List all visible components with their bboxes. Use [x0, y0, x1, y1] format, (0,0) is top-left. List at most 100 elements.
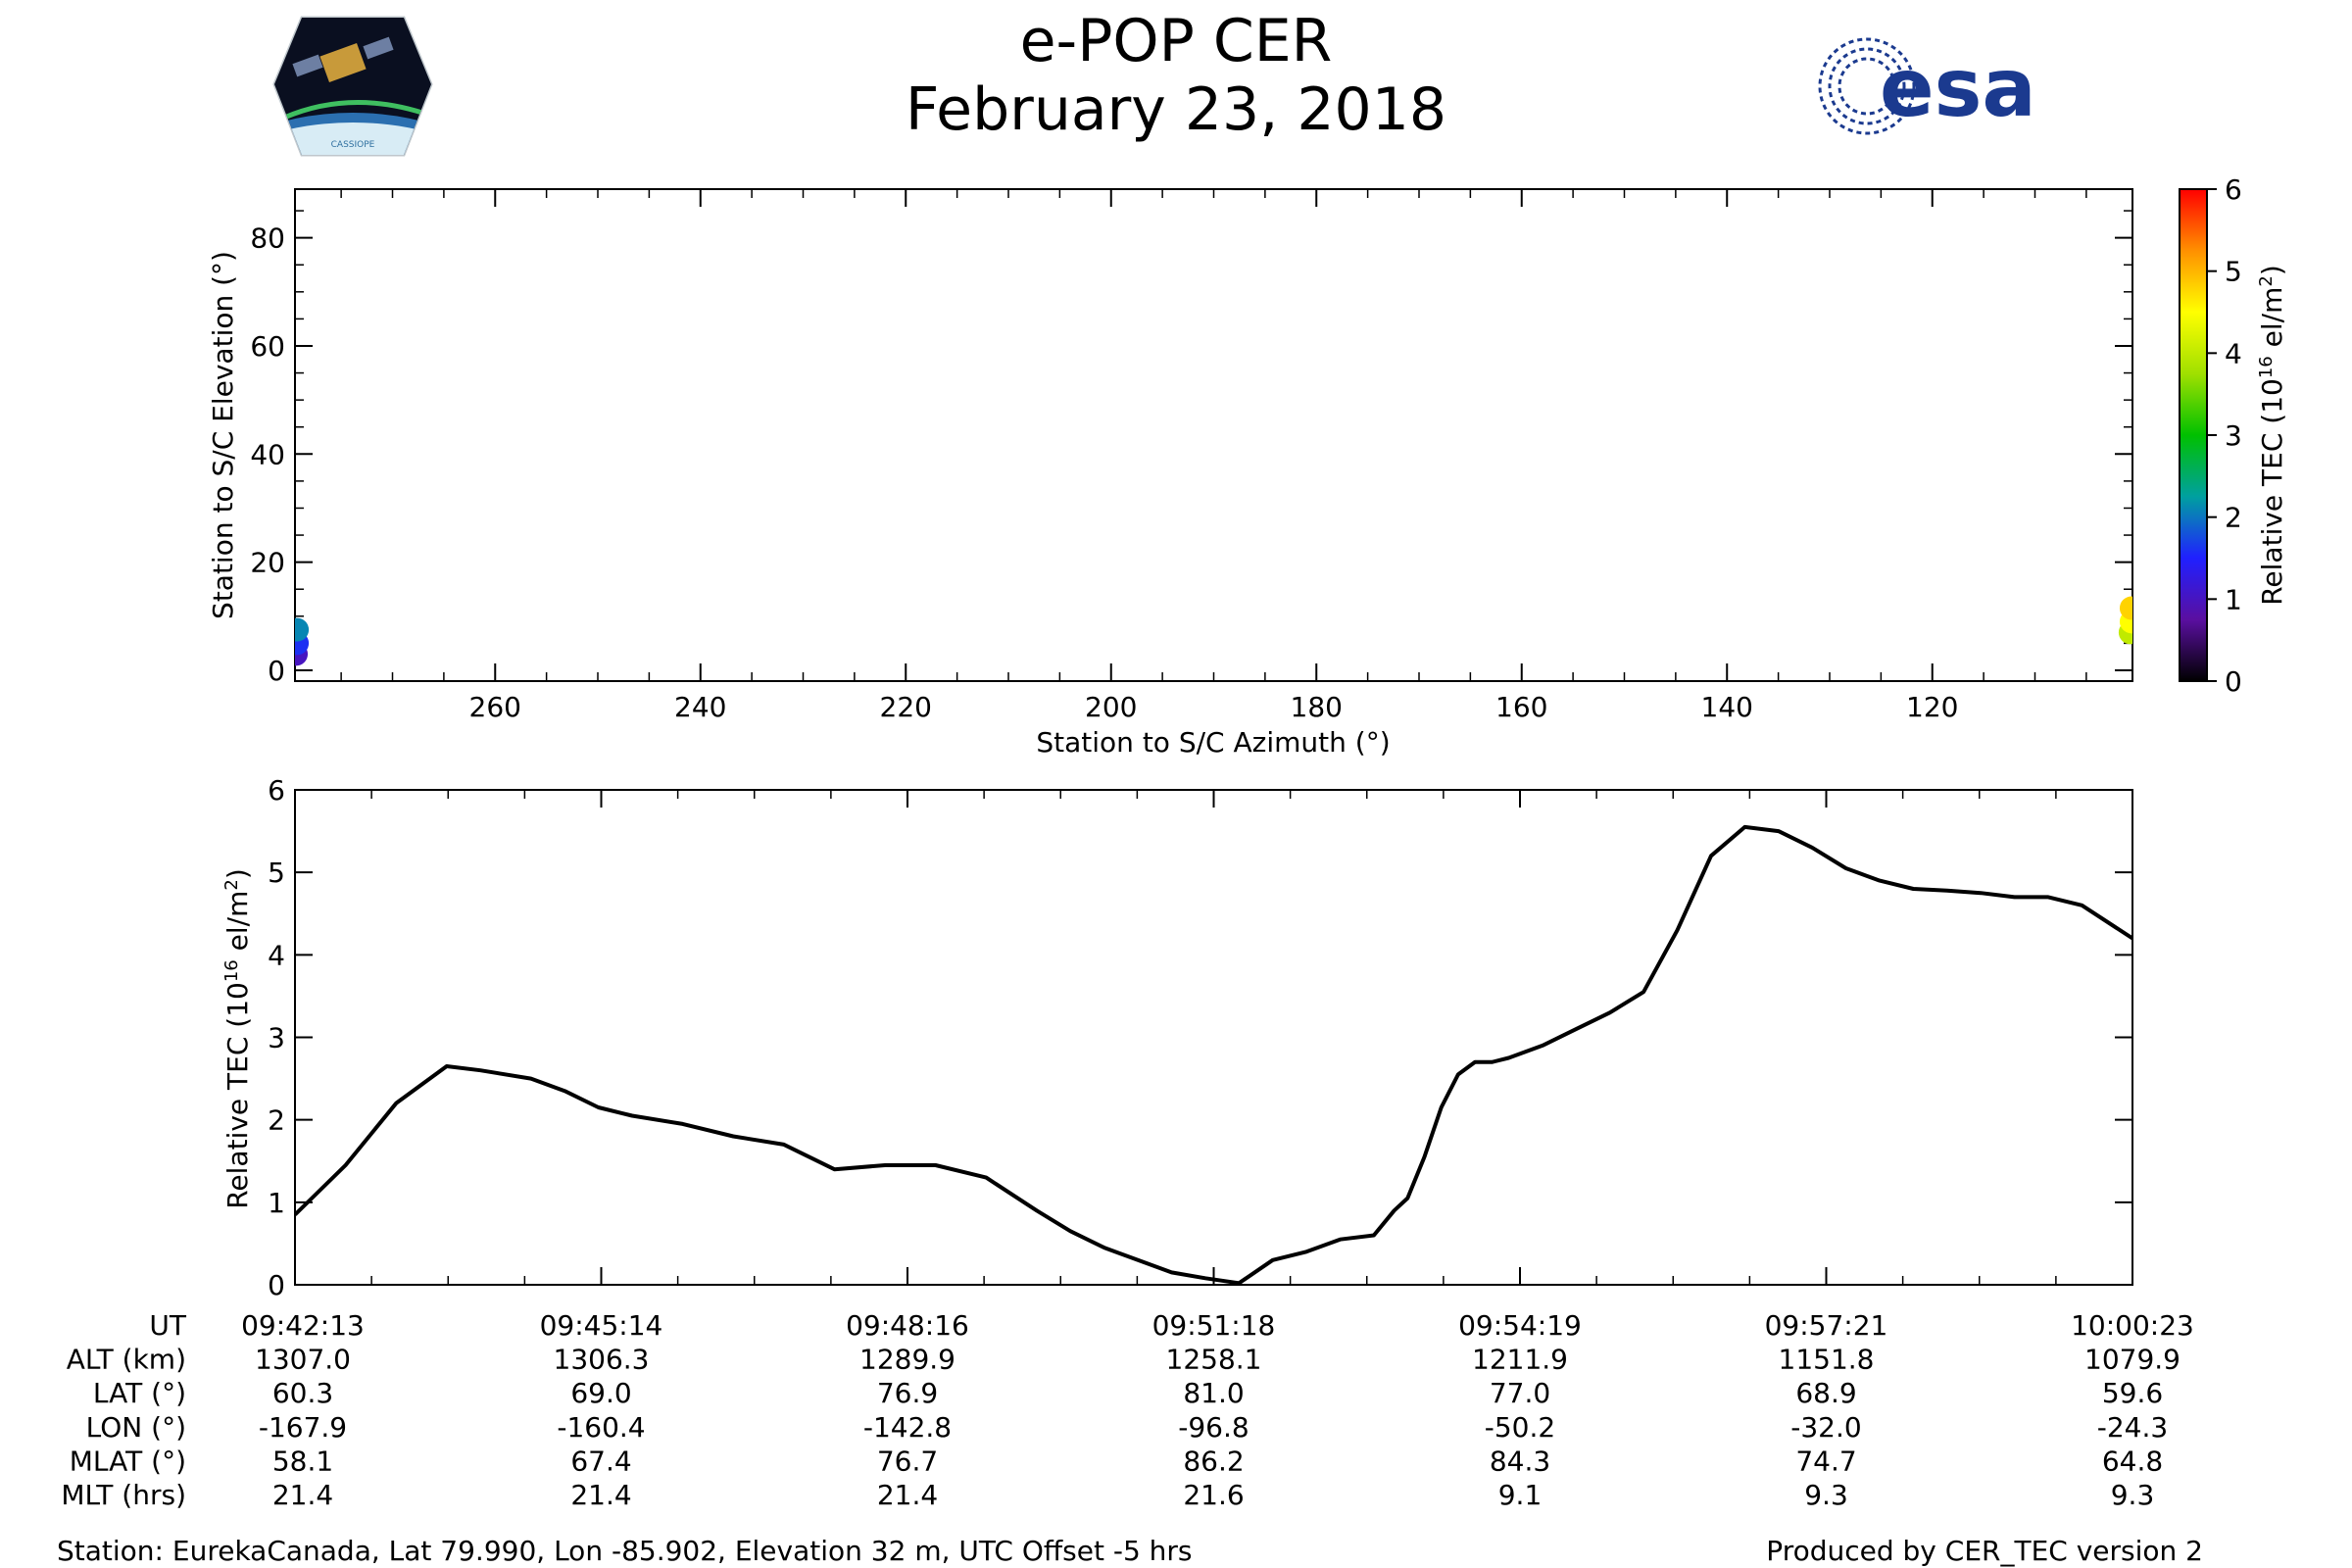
ephemeris-cell-mlt: 21.4	[272, 1479, 333, 1511]
sky-track-frame	[294, 188, 2133, 682]
ephemeris-cell-alt: 1307.0	[255, 1344, 351, 1376]
sky-y-tick-label: 60	[250, 330, 285, 363]
ephemeris-cell-alt: 1306.3	[554, 1344, 650, 1376]
ephemeris-cell-mlt: 9.1	[1498, 1479, 1543, 1511]
ephemeris-cell-lat: 77.0	[1490, 1377, 1550, 1409]
tec-frame	[294, 789, 2133, 1286]
sky-x-tick-label: 140	[1701, 691, 1753, 723]
ephemeris-cell-lat: 69.0	[570, 1377, 631, 1409]
ephemeris-cell-alt: 1289.9	[859, 1344, 956, 1376]
ephemeris-cell-mlt: 21.6	[1183, 1479, 1244, 1511]
colorbar-tick-label: 3	[2225, 419, 2242, 452]
sky-x-tick-label: 260	[469, 691, 521, 723]
tec-y-tick-label: 4	[268, 939, 285, 971]
ephemeris-cell-ut: 09:57:21	[1765, 1309, 1888, 1342]
colorbar-label: Relative TEC (1016 el/m2)	[2256, 265, 2288, 606]
esa-logo: esa	[1818, 37, 2036, 135]
colorbar: 0 1 2 3 4 5 6 Relative TEC (1016 el/m2)	[2179, 173, 2288, 698]
ephemeris-cell-mlat: 64.8	[2102, 1445, 2163, 1477]
ephemeris-cell-ut: 10:00:23	[2071, 1309, 2194, 1342]
ephemeris-cell-lon: -50.2	[1485, 1411, 1555, 1444]
ephemeris-cell-mlat: 86.2	[1183, 1445, 1244, 1477]
ephemeris-cell-lat: 76.9	[877, 1377, 938, 1409]
ephemeris-cell-lat: 60.3	[272, 1377, 333, 1409]
colorbar-tick-label: 5	[2225, 256, 2242, 288]
tec-y-tick-label: 3	[268, 1022, 285, 1054]
ephemeris-row-label: MLT (hrs)	[61, 1479, 186, 1511]
colorbar-tick-label: 4	[2225, 337, 2242, 369]
sky-y-tick-label: 0	[268, 655, 285, 687]
tec-y-tick-label: 5	[268, 857, 285, 889]
ephemeris-cell-lon: -24.3	[2097, 1411, 2168, 1444]
ephemeris-cell-alt: 1211.9	[1472, 1344, 1568, 1376]
tec-y-tick-label: 6	[268, 774, 285, 807]
ephemeris-cell-mlat: 67.4	[570, 1445, 631, 1477]
ephemeris-row-label: LON (°)	[86, 1411, 186, 1444]
colorbar-tick-label: 6	[2225, 173, 2242, 206]
ephemeris-row-label: ALT (km)	[67, 1344, 186, 1376]
sky-x-tick-label: 200	[1085, 691, 1137, 723]
sky-track-point	[2119, 596, 2132, 620]
ephemeris-cell-ut: 09:45:14	[540, 1309, 663, 1342]
sky-track-points	[295, 596, 2132, 666]
tec-panel: 0 1 2 3 4 5 6 Relative TEC (1016 el/m2)	[221, 774, 2133, 1301]
ephemeris-cell-mlat: 58.1	[272, 1445, 333, 1477]
sky-y-tick-label: 20	[250, 547, 285, 579]
tec-ticks: 0 1 2 3 4 5 6	[268, 774, 2133, 1301]
ephemeris-row-label: UT	[149, 1309, 186, 1342]
sky-track-x-label: Station to S/C Azimuth (°)	[1036, 726, 1390, 759]
ephemeris-cell-lon: -160.4	[557, 1411, 645, 1444]
ephemeris-cell-alt: 1079.9	[2084, 1344, 2180, 1376]
ephemeris-cell-ut: 09:48:16	[846, 1309, 969, 1342]
ephemeris-cell-lat: 59.6	[2102, 1377, 2163, 1409]
ephemeris-cell-mlt: 9.3	[1804, 1479, 1848, 1511]
ephemeris-cell-lon: -142.8	[863, 1411, 952, 1444]
ephemeris-cell-mlat: 74.7	[1795, 1445, 1856, 1477]
sky-x-tick-label: 180	[1291, 691, 1343, 723]
ephemeris-cell-alt: 1151.8	[1779, 1344, 1875, 1376]
ephemeris-cell-alt: 1258.1	[1166, 1344, 1262, 1376]
ephemeris-cell-mlt: 21.4	[570, 1479, 631, 1511]
colorbar-gradient	[2179, 188, 2208, 682]
ephemeris-cell-ut: 09:54:19	[1458, 1309, 1582, 1342]
ephemeris-cell-lat: 68.9	[1795, 1377, 1856, 1409]
ephemeris-cell-mlt: 21.4	[877, 1479, 938, 1511]
sky-y-tick-label: 40	[250, 438, 285, 470]
esa-logo-text: esa	[1880, 42, 2036, 135]
sky-x-tick-label: 120	[1906, 691, 1958, 723]
ephemeris-cell-lon: -32.0	[1790, 1411, 1861, 1444]
colorbar-tick-label: 0	[2225, 665, 2242, 698]
ephemeris-cell-mlat: 84.3	[1490, 1445, 1550, 1477]
sky-track-y-label: Station to S/C Elevation (°)	[207, 251, 239, 619]
producer-info: Produced by CER_TEC version 2	[1766, 1535, 2203, 1567]
page-title: e-POP CER	[1019, 7, 1333, 75]
colorbar-tick-label: 1	[2225, 583, 2242, 615]
ephemeris-row-label: MLAT (°)	[70, 1445, 186, 1477]
sky-y-tick-label: 80	[250, 222, 285, 255]
tec-y-label: Relative TEC (1016 el/m2)	[221, 868, 254, 1209]
ephemeris-cell-ut: 09:51:18	[1152, 1309, 1276, 1342]
ephemeris-cell-lon: -167.9	[259, 1411, 347, 1444]
colorbar-ticks: 0 1 2 3 4 5 6	[2207, 173, 2242, 698]
ephemeris-cell-lat: 81.0	[1183, 1377, 1244, 1409]
ephemeris-cell-ut: 09:42:13	[241, 1309, 365, 1342]
ephemeris-cell-lon: -96.8	[1178, 1411, 1249, 1444]
tec-y-tick-label: 0	[268, 1269, 285, 1301]
sky-track-panel: 260 240 220 200 180 160 140 120 0 20 40 60 80 Statio…	[207, 188, 2133, 759]
station-info: Station: EurekaCanada, Lat 79.990, Lon -…	[57, 1535, 1193, 1567]
tec-y-tick-label: 1	[268, 1187, 285, 1219]
ephemeris-cell-mlt: 9.3	[2111, 1479, 2155, 1511]
cassiope-logo-text: CASSIOPE	[331, 140, 375, 150]
sky-track-point	[295, 617, 310, 642]
sky-x-tick-label: 220	[880, 691, 932, 723]
sky-x-tick-label: 160	[1495, 691, 1547, 723]
sky-x-tick-label: 240	[674, 691, 726, 723]
tec-series-line	[295, 824, 2132, 1285]
ephemeris-cell-mlat: 76.7	[877, 1445, 938, 1477]
tec-y-tick-label: 2	[268, 1104, 285, 1137]
page-subtitle: February 23, 2018	[905, 75, 1447, 144]
ephemeris-row-label: LAT (°)	[93, 1377, 186, 1409]
colorbar-tick-label: 2	[2225, 502, 2242, 534]
